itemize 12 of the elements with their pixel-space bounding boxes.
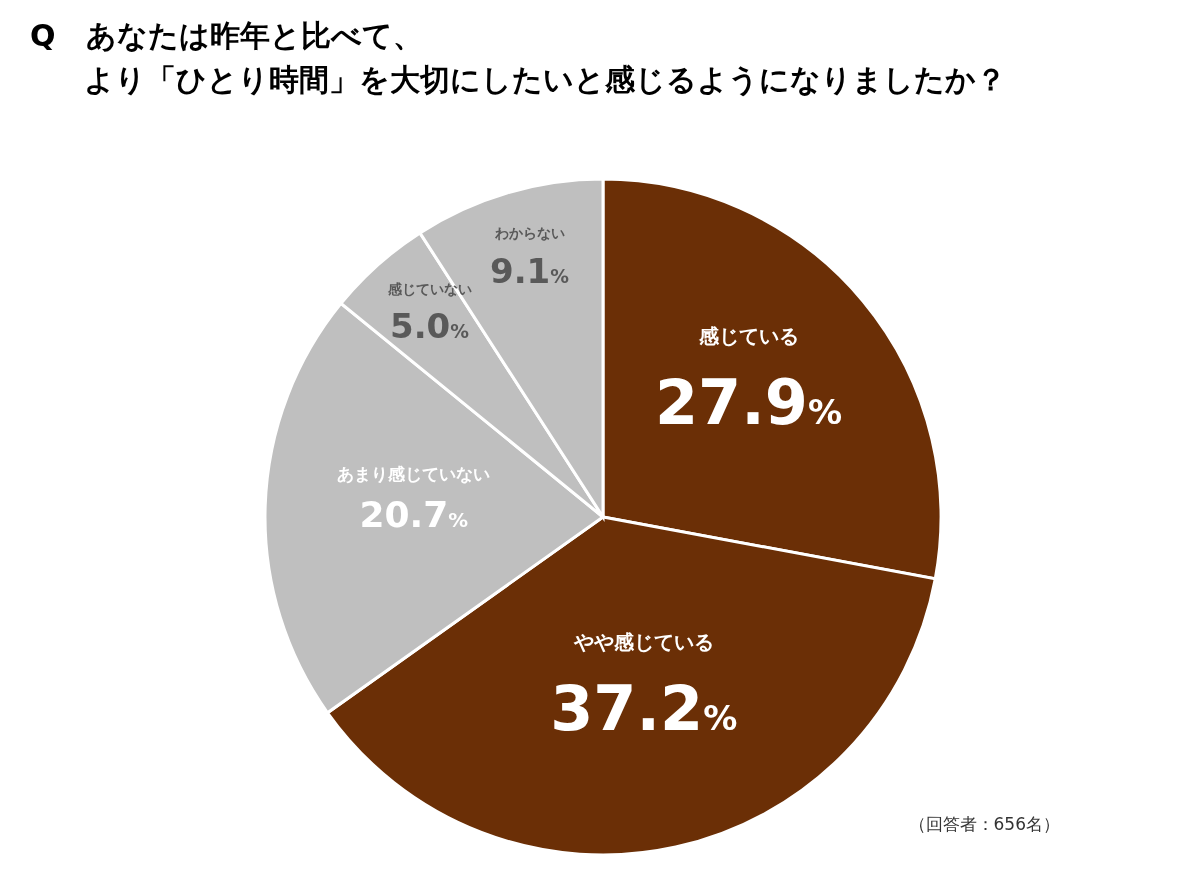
data-label: 37.2%: [550, 671, 738, 745]
slice-label: わからない: [493, 225, 565, 242]
title: Q あなたは昨年と比べて、より「ひとり時間」を大切にしたいと感じるようになりましたか？: [30, 18, 1006, 97]
data-label: 20.7%: [359, 493, 469, 535]
slice-label: あまり感じていない: [337, 464, 491, 485]
slice-label: やや感じている: [572, 630, 714, 655]
slice-label: 感じている: [697, 324, 799, 349]
slice-label: 感じていない: [386, 281, 472, 298]
text: （回答者：656名）: [908, 814, 1060, 834]
data-label: 5.0%: [390, 306, 470, 347]
data-label: 9.1%: [490, 250, 570, 291]
data-label: 27.9%: [655, 365, 843, 439]
